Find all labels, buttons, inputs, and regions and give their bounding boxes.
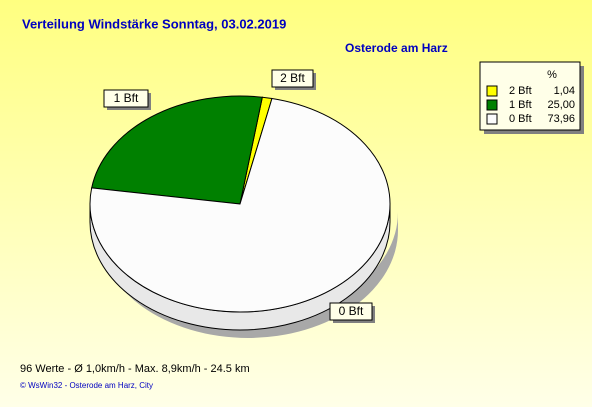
legend-swatch <box>486 85 498 97</box>
legend-label: 1 Bft <box>509 99 532 111</box>
slice-label: 1 Bft <box>114 91 139 105</box>
chart-title: Verteilung Windstärke Sonntag, 03.02.201… <box>22 16 286 31</box>
legend-value: 25,00 <box>547 99 575 111</box>
legend-swatch <box>486 99 498 111</box>
legend-value: 1,04 <box>554 85 575 97</box>
slice-label: 2 Bft <box>280 71 305 85</box>
pie <box>89 95 398 338</box>
legend-label: 0 Bft <box>509 113 532 125</box>
pie-slice <box>91 95 263 205</box>
credit: © WsWin32 - Osterode am Harz, City <box>20 381 153 390</box>
legend-swatch <box>486 113 498 125</box>
chart-subtitle: Osterode am Harz <box>345 41 448 55</box>
slice-label-box <box>271 69 314 88</box>
footer: 96 Werte - Ø 1,0km/h - Max. 8,9km/h - 24… <box>20 363 250 375</box>
pie-slice <box>89 97 391 313</box>
slice-label-box <box>329 302 373 321</box>
legend-value: 73,96 <box>547 113 575 125</box>
slice-label-box <box>103 89 149 108</box>
slice-label: 0 Bft <box>339 304 364 318</box>
legend-title: % <box>547 69 557 81</box>
legend-label: 2 Bft <box>509 85 532 97</box>
